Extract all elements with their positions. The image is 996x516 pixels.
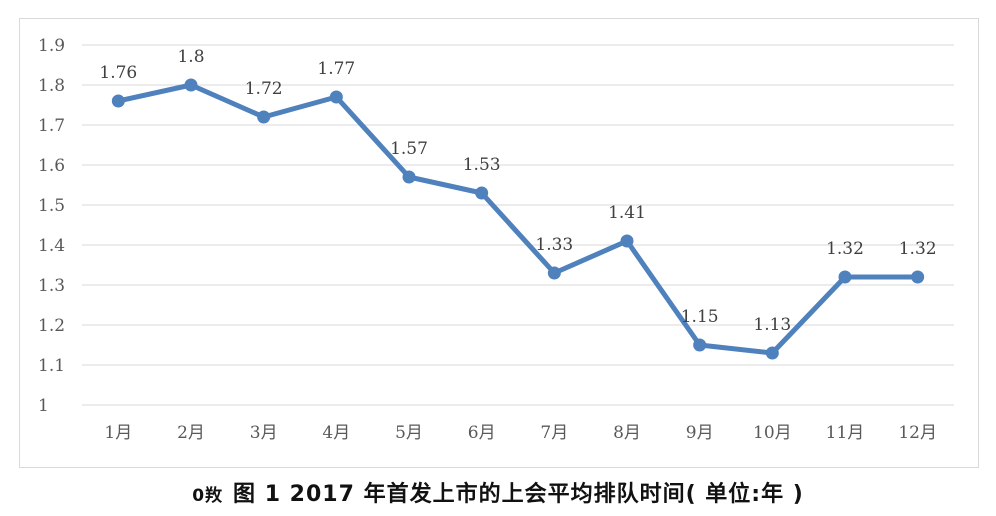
x-tick-label: 4月	[322, 423, 350, 443]
data-label: 1.8	[177, 47, 204, 67]
y-tick-label: 1.4	[38, 236, 65, 256]
data-label: 1.72	[245, 79, 283, 99]
caption-prefix: 0䍩	[192, 486, 224, 506]
data-point	[765, 346, 779, 360]
x-tick-label: 6月	[468, 423, 496, 443]
data-point	[547, 266, 561, 280]
y-tick-label: 1.9	[38, 36, 65, 56]
y-tick-label: 1.1	[38, 356, 65, 376]
caption-text: 图 1 2017 年首发上市的上会平均排队时间( 单位:年 )	[233, 482, 804, 507]
data-point	[257, 110, 271, 124]
data-label: 1.57	[390, 139, 428, 159]
data-point	[184, 78, 198, 92]
x-tick-label: 10月	[753, 423, 792, 443]
data-point	[475, 186, 489, 200]
data-point	[402, 170, 416, 184]
series-line	[115, 82, 921, 356]
data-point	[838, 270, 852, 284]
data-point	[693, 338, 707, 352]
y-tick-label: 1.3	[38, 276, 65, 296]
y-tick-label: 1.8	[38, 76, 65, 96]
x-tick-label: 11月	[826, 423, 865, 443]
x-tick-label: 9月	[686, 423, 714, 443]
x-tick-label: 7月	[540, 423, 568, 443]
data-label: 1.13	[753, 315, 791, 335]
data-label: 1.76	[99, 63, 137, 83]
y-tick-label: 1.6	[38, 156, 65, 176]
figure-caption: 0䍩图 1 2017 年首发上市的上会平均排队时间( 单位:年 )	[0, 476, 996, 508]
y-tick-label: 1.7	[38, 116, 65, 136]
y-tick-label: 1.5	[38, 196, 65, 216]
data-point	[111, 94, 125, 108]
data-label: 1.53	[463, 155, 501, 175]
y-tick-label: 1	[38, 396, 49, 416]
x-tick-label: 2月	[177, 423, 205, 443]
data-point	[329, 90, 343, 104]
x-tick-label: 12月	[898, 423, 937, 443]
y-tick-label: 1.2	[38, 316, 65, 336]
line-chart: 1 1.1 1.2 1.3 1.4 1.5 1.6 1.7 1.8 1.9 1月 2月 3月 4月 5月 6月…	[38, 36, 954, 443]
data-label: 1.41	[608, 203, 646, 223]
data-label: 1.15	[681, 307, 719, 327]
x-tick-label: 5月	[395, 423, 423, 443]
data-label: 1.77	[317, 59, 355, 79]
data-point	[911, 270, 925, 284]
x-tick-label: 3月	[250, 423, 278, 443]
data-label: 1.32	[826, 239, 864, 259]
x-tick-label: 8月	[613, 423, 641, 443]
data-label: 1.32	[899, 239, 937, 259]
data-label: 1.33	[535, 235, 573, 255]
data-point	[620, 234, 634, 248]
x-tick-label: 1月	[104, 423, 132, 443]
chart-frame: 1 1.1 1.2 1.3 1.4 1.5 1.6 1.7 1.8 1.9 1月 2月 3月 4月 5月 6月…	[19, 18, 979, 468]
